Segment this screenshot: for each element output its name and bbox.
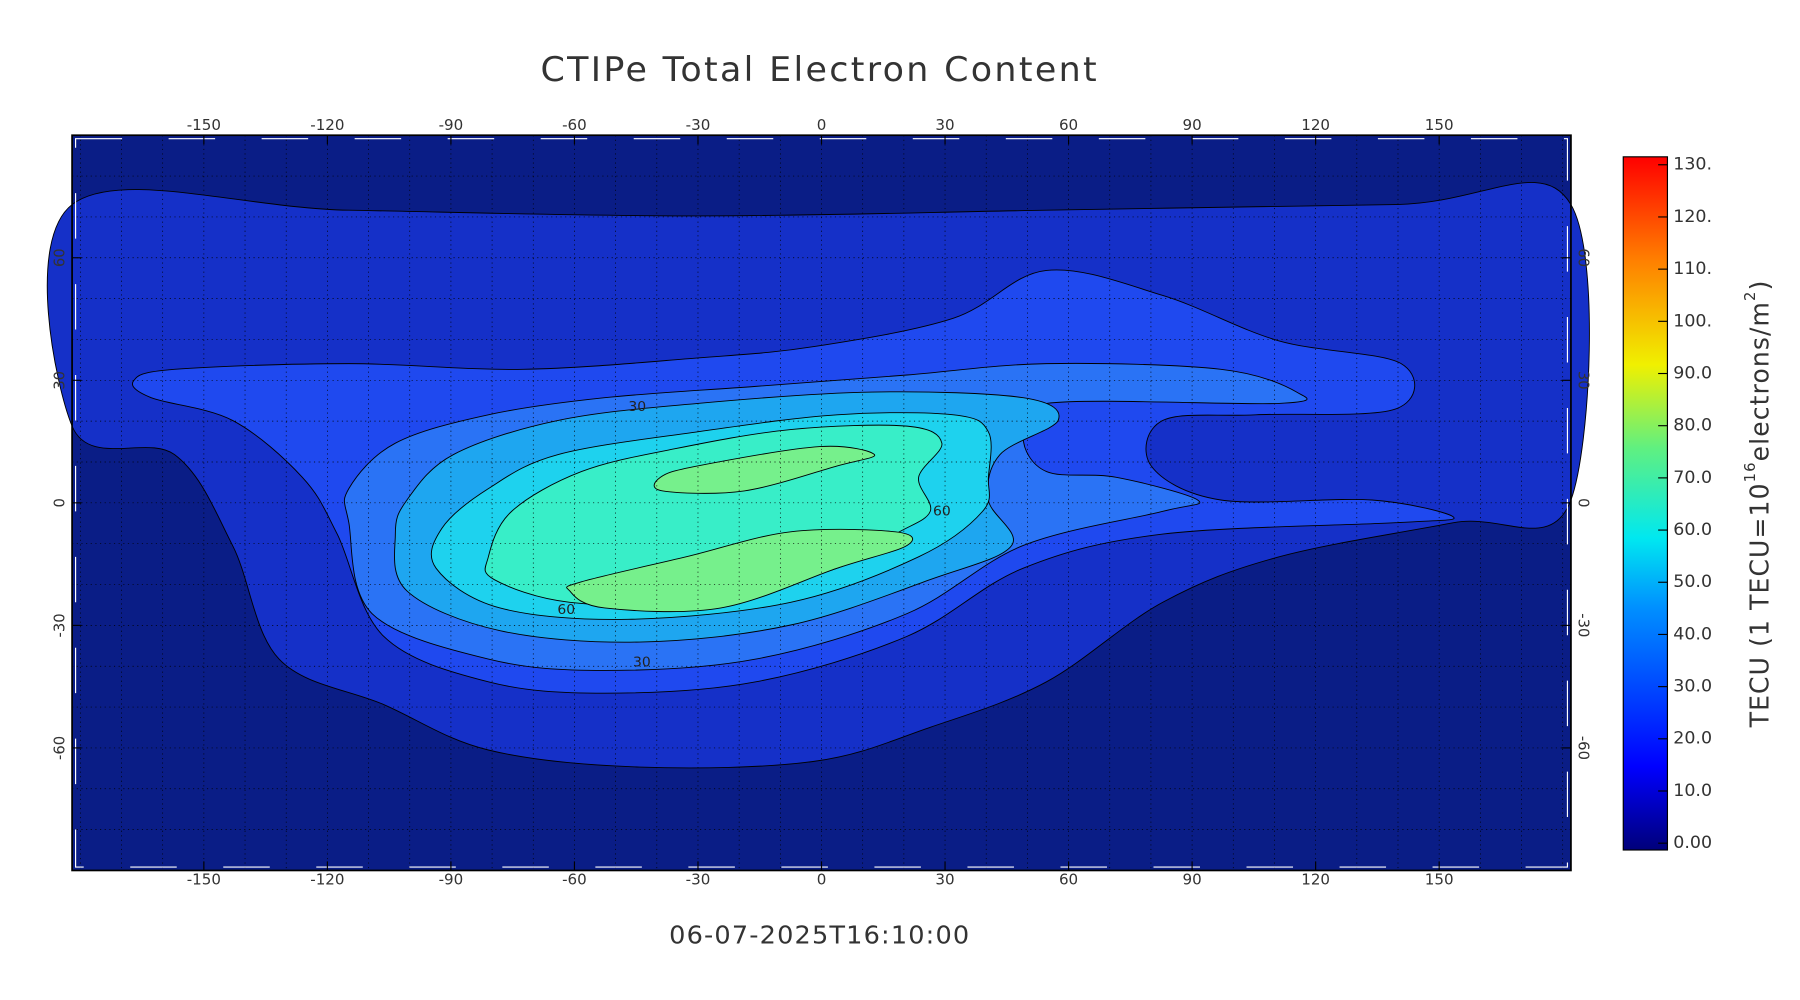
colorbar-tick-label: 10.0 xyxy=(1673,781,1712,801)
contour-region xyxy=(653,445,876,494)
y-tick-label: 30 xyxy=(50,371,68,390)
colorbar-label-part: ) xyxy=(1745,280,1774,291)
x-tick-label: 60 xyxy=(1059,871,1078,889)
y-tick-label: -30 xyxy=(50,613,68,637)
x-tick-label: 150 xyxy=(1425,871,1454,889)
colorbar-label: TECU (1 TECU=1016electrons/m2) xyxy=(1741,280,1775,729)
y-tick-label-right: -60 xyxy=(1574,736,1592,760)
colorbar-tick-label: 90.0 xyxy=(1673,364,1712,384)
colorbar-tick-label: 80.0 xyxy=(1673,416,1712,436)
x-tick-label-top: -120 xyxy=(310,116,344,134)
colorbar-tick-label: 70.0 xyxy=(1673,468,1712,488)
y-tick-label: 60 xyxy=(50,248,68,267)
x-tick-label: 90 xyxy=(1182,871,1201,889)
timestamp: 06-07-2025T16:10:00 xyxy=(669,921,970,950)
x-tick-label: -120 xyxy=(310,871,344,889)
x-tick-label-top: -90 xyxy=(439,116,464,134)
colorbar-tick-label: 120. xyxy=(1673,207,1712,227)
x-tick-label-top: 30 xyxy=(935,116,954,134)
x-tick-label-top: -60 xyxy=(562,116,587,134)
contour-label: 60 xyxy=(933,503,951,519)
colorbar xyxy=(1622,156,1669,851)
colorbar-tick-label: 0.00 xyxy=(1673,833,1712,853)
colorbar-label-part: 2 xyxy=(1741,290,1759,301)
colorbar-tick-label: 30.0 xyxy=(1673,677,1712,697)
x-tick-label: -150 xyxy=(187,871,221,889)
colorbar-tick-label: 20.0 xyxy=(1673,729,1712,749)
contour-label: 30 xyxy=(628,399,646,415)
colorbar-label-part: TECU (1 TECU=10 xyxy=(1745,482,1774,728)
colorbar-label-part: 16 xyxy=(1741,461,1759,482)
x-tick-label-top: -30 xyxy=(686,116,711,134)
colorbar-tick-label: 40.0 xyxy=(1673,625,1712,645)
y-tick-label-right: 0 xyxy=(1574,498,1592,507)
x-tick-label: -60 xyxy=(562,871,587,889)
x-tick-label: 120 xyxy=(1301,871,1330,889)
y-tick-label-right: 30 xyxy=(1574,371,1592,390)
y-tick-label: 0 xyxy=(50,498,68,507)
colorbar-tick-label: 130. xyxy=(1673,155,1712,175)
colorbar-tick-label: 110. xyxy=(1673,259,1712,279)
y-tick-label-right: -30 xyxy=(1574,613,1592,637)
x-tick-label-top: -150 xyxy=(187,116,221,134)
contour-region xyxy=(566,528,914,613)
x-tick-label: -90 xyxy=(439,871,464,889)
x-tick-label-top: 90 xyxy=(1182,116,1201,134)
colorbar-tick-label: 100. xyxy=(1673,311,1712,331)
x-tick-label: 30 xyxy=(935,871,954,889)
x-tick-label-top: 0 xyxy=(817,116,827,134)
chart-title: CTIPe Total Electron Content xyxy=(540,50,1099,90)
y-tick-label-right: 60 xyxy=(1574,248,1592,267)
contour-label: 30 xyxy=(633,655,651,671)
x-tick-label-top: 150 xyxy=(1425,116,1454,134)
contour-label: 60 xyxy=(557,602,575,618)
x-tick-label-top: 60 xyxy=(1059,116,1078,134)
x-tick-label-top: 120 xyxy=(1301,116,1330,134)
x-tick-label: 0 xyxy=(817,871,827,889)
colorbar-tick-label: 60.0 xyxy=(1673,520,1712,540)
x-tick-label: -30 xyxy=(686,871,711,889)
colorbar-tick-label: 50.0 xyxy=(1673,572,1712,592)
colorbar-label-part: electrons/m xyxy=(1745,301,1774,461)
y-tick-label: -60 xyxy=(50,736,68,760)
